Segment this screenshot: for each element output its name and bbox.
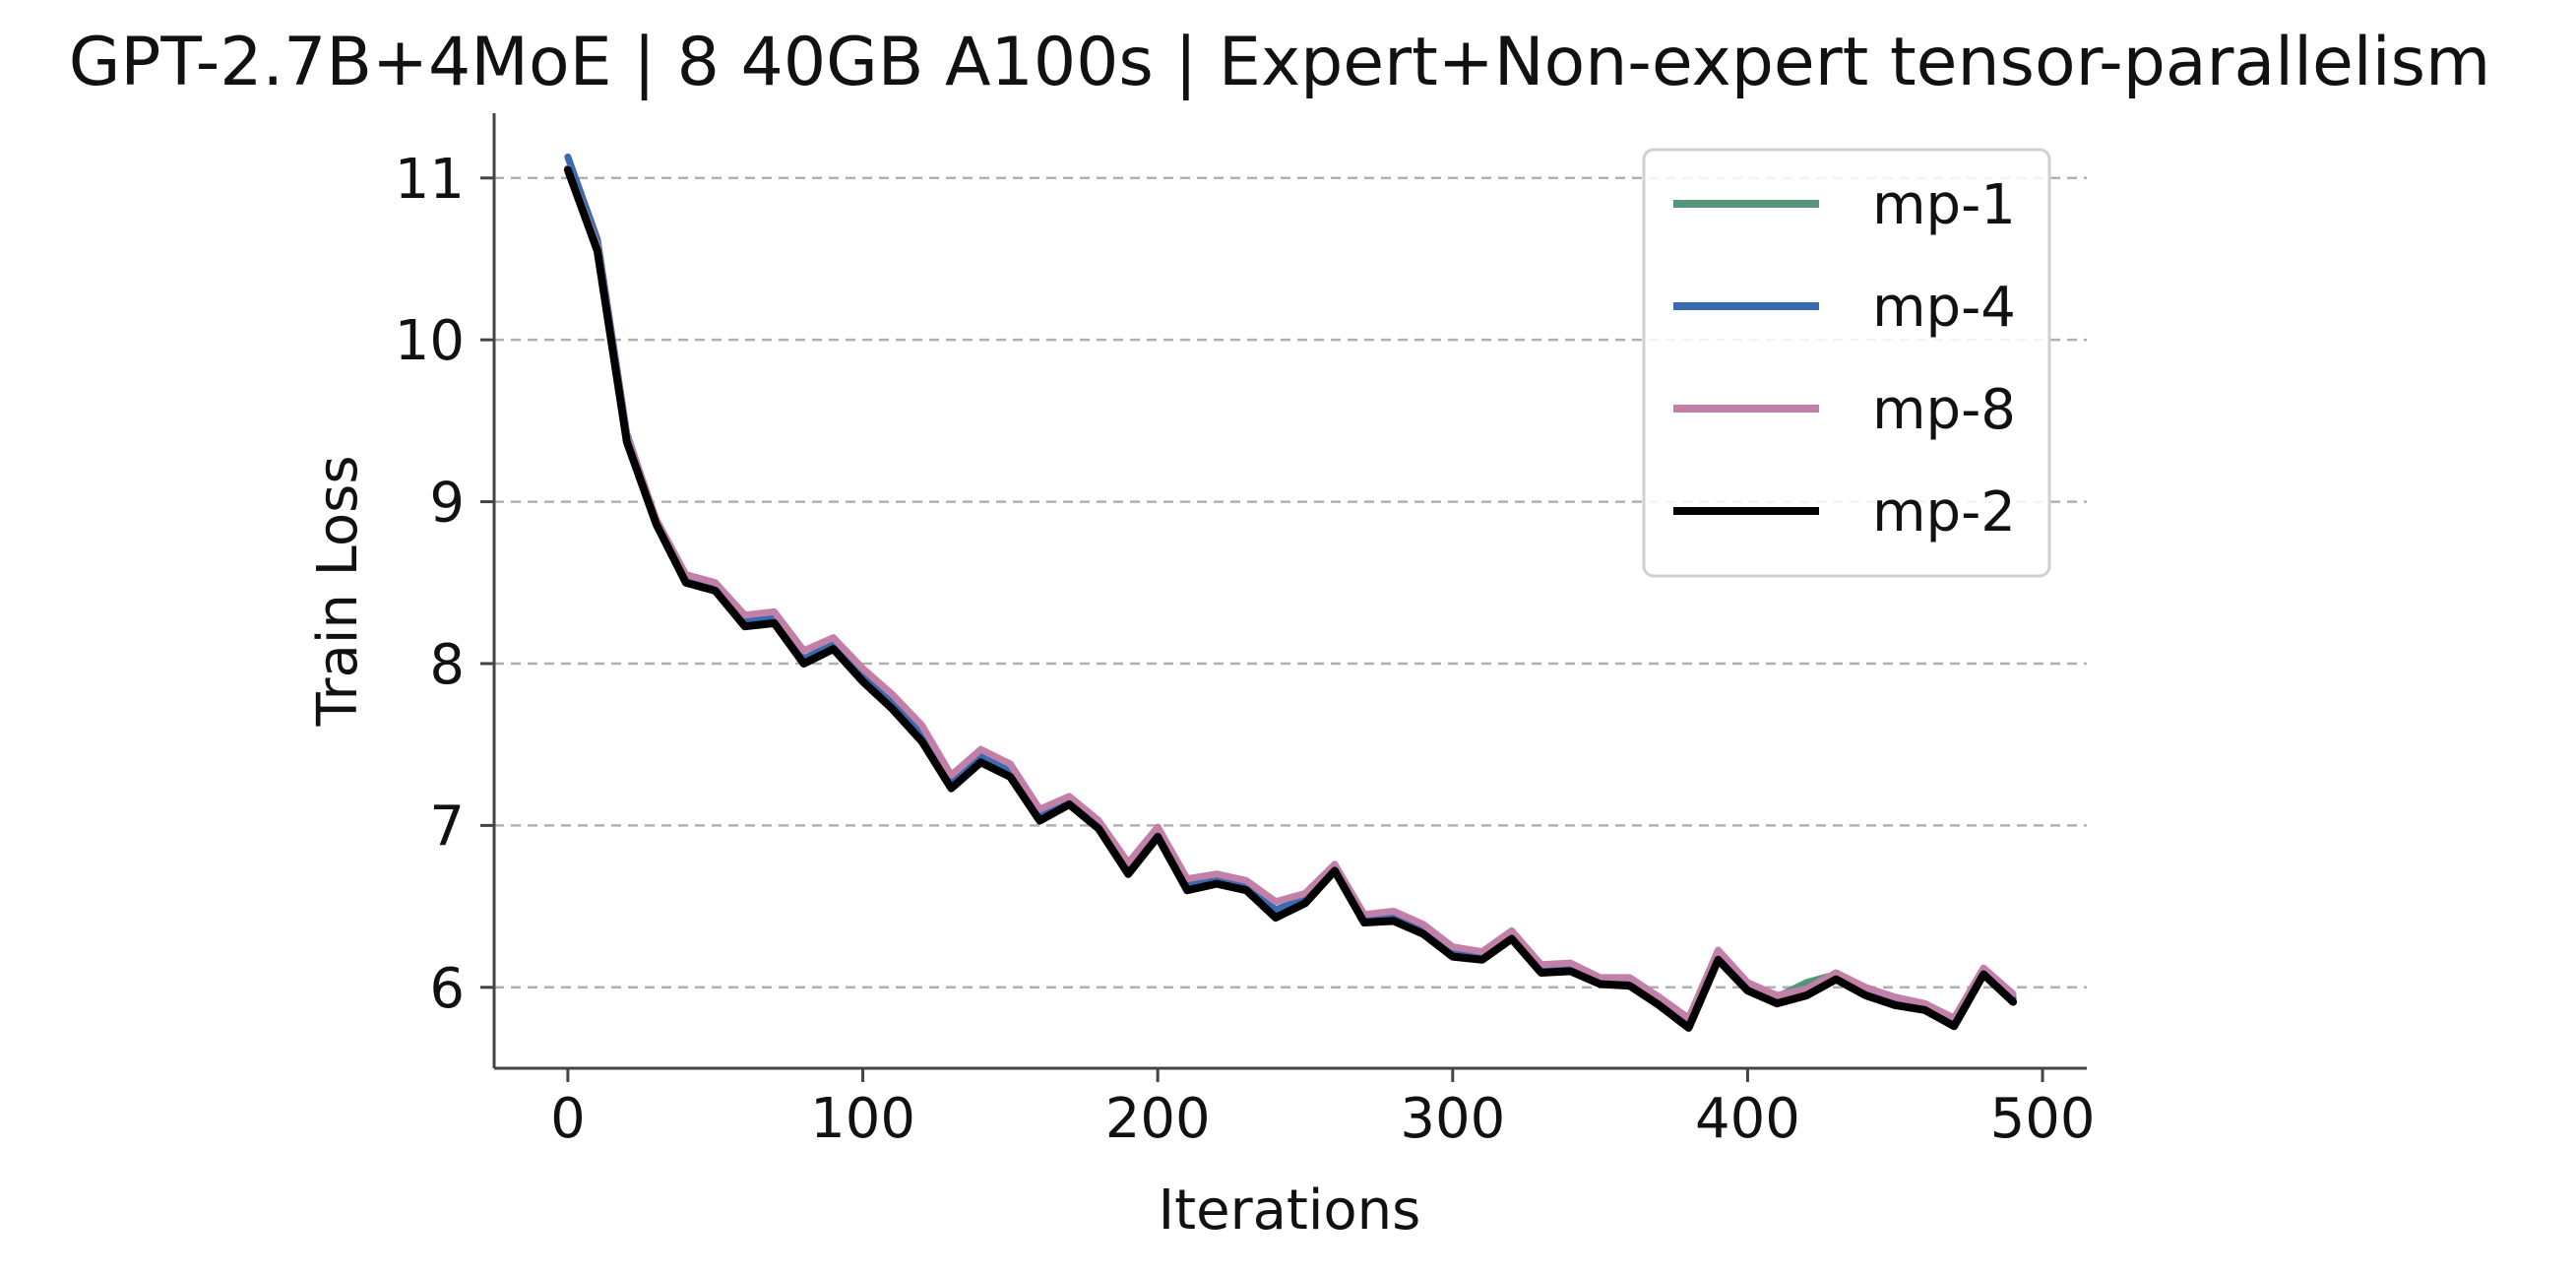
y-tick-label-9: 9 [429, 472, 465, 536]
y-tick-label-11: 11 [395, 148, 465, 212]
x-axis-label: Iterations [1159, 1179, 1421, 1243]
x-tick-label-300: 300 [1400, 1087, 1505, 1151]
x-tick-label-500: 500 [1990, 1087, 2096, 1151]
legend-label-mp-2: mp-2 [1872, 480, 2016, 544]
y-tick-label-6: 6 [429, 957, 465, 1021]
legend-box [1642, 148, 2051, 578]
x-tick-label-200: 200 [1105, 1087, 1211, 1151]
chart-title: GPT-2.7B+4MoE | 8 40GB A100s | Expert+No… [69, 24, 2491, 101]
series-line-mp-8 [564, 164, 2017, 1022]
legend-label-mp-1: mp-1 [1872, 173, 2016, 237]
y-axis-label: Train Loss [306, 456, 370, 728]
series-lines [563, 153, 2018, 1032]
legend-label-mp-8: mp-8 [1872, 378, 2016, 442]
x-tick-label-0: 0 [550, 1087, 586, 1151]
series-line-mp-2 [563, 165, 2018, 1032]
y-axis-ticks: 6 7 8 9 10 11 [395, 148, 494, 1021]
x-tick-label-100: 100 [810, 1087, 915, 1151]
x-tick-label-400: 400 [1695, 1087, 1800, 1151]
y-tick-label-8: 8 [429, 633, 465, 697]
y-tick-label-7: 7 [429, 795, 465, 859]
x-axis-ticks: 0 100 200 300 400 500 [550, 1068, 2096, 1151]
legend: mp-1 mp-4 mp-8 mp-2 [1642, 148, 2051, 578]
y-tick-label-10: 10 [395, 309, 465, 373]
axes [492, 113, 2087, 1070]
legend-label-mp-4: mp-4 [1872, 276, 2016, 340]
